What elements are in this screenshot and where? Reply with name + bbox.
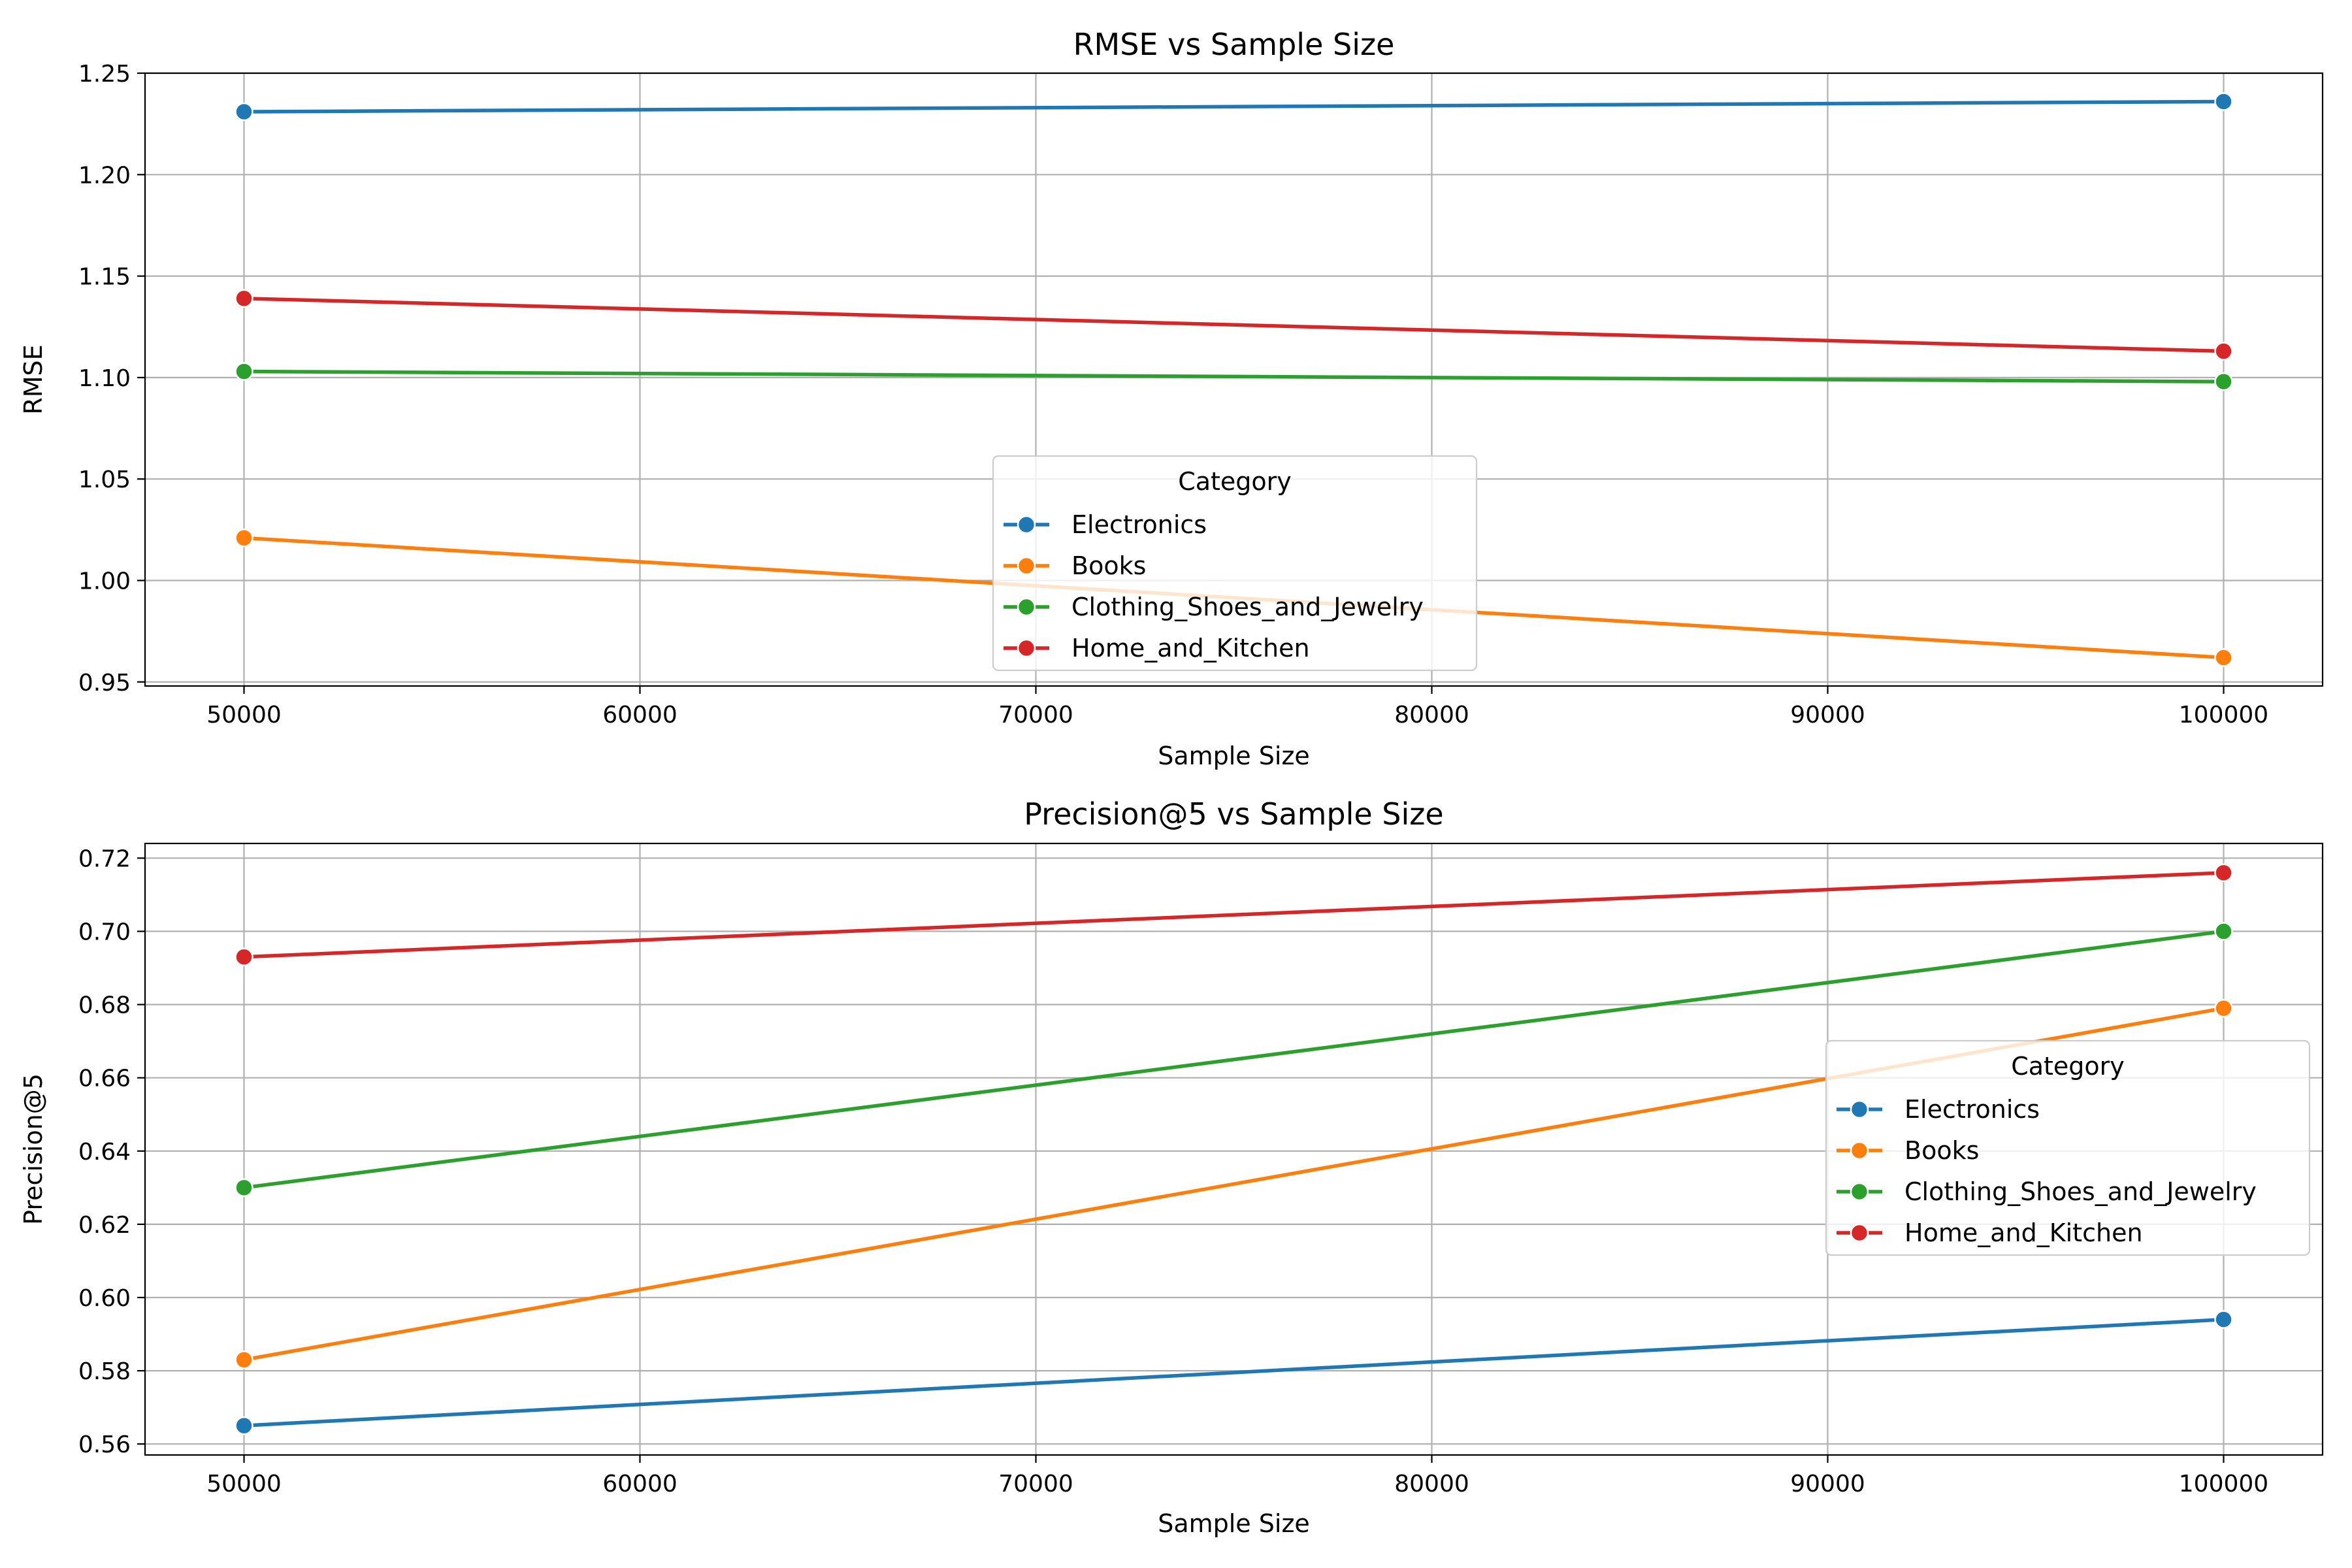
chart-1-x-tick-label: 50000 — [206, 1471, 282, 1497]
chart-1-legend-title: Category — [2011, 1052, 2125, 1081]
chart-0-y-tick-label: 1.15 — [78, 264, 131, 291]
chart-1-y-tick-label: 0.64 — [78, 1139, 131, 1166]
chart-1-legend-marker-electronics — [1850, 1100, 1869, 1119]
chart-0-y-tick-label: 1.20 — [78, 162, 131, 189]
chart-1-legend-label-clothing-shoes-and-jewelry: Clothing_Shoes_and_Jewelry — [1904, 1177, 2257, 1206]
chart-0-data-point-home-and-kitchen — [235, 289, 253, 308]
chart-0-legend-label-clothing-shoes-and-jewelry: Clothing_Shoes_and_Jewelry — [1071, 593, 1424, 621]
chart-1-y-tick-label: 0.58 — [78, 1358, 131, 1385]
chart-1-legend-label-books: Books — [1904, 1136, 1979, 1165]
chart-0-legend-marker-books — [1017, 556, 1036, 576]
chart-1-x-axis-label: Sample Size — [1158, 1509, 1310, 1538]
chart-1-x-tick-label: 90000 — [1790, 1471, 1865, 1497]
chart-0-x-tick-label: 100000 — [2179, 702, 2268, 728]
chart-1-y-tick-label: 0.66 — [78, 1066, 131, 1092]
chart-0-legend-frame — [992, 455, 1478, 672]
chart-1-y-tick-label: 0.60 — [78, 1285, 131, 1312]
chart-1-legend-label-home-and-kitchen: Home_and_Kitchen — [1904, 1218, 2143, 1247]
chart-0-legend-title: Category — [1178, 467, 1292, 496]
chart-1-data-point-books — [235, 1350, 253, 1369]
chart-1-data-point-clothing-shoes-and-jewelry — [2214, 922, 2233, 941]
chart-0-legend: Category Electronics Books Clothing_Shoes_a… — [992, 455, 1478, 672]
chart-1-legend: Category Electronics Books Clothing_Shoes_a… — [1825, 1039, 2311, 1256]
chart-1-x-tick-label: 60000 — [602, 1471, 678, 1497]
chart-1-series-line-home-and-kitchen — [244, 871, 2224, 959]
chart-0-y-tick-label: 1.00 — [78, 568, 131, 595]
chart-1-y-tick-label: 0.62 — [78, 1212, 131, 1239]
chart-1-x-tick-label: 100000 — [2179, 1471, 2268, 1497]
chart-0-data-point-electronics — [235, 102, 253, 122]
chart-0-x-tick-label: 50000 — [206, 702, 282, 728]
chart-0-data-point-electronics — [2214, 92, 2233, 111]
chart-1-data-point-electronics — [235, 1416, 253, 1435]
chart-0-title: RMSE vs Sample Size — [1073, 27, 1395, 62]
chart-1-y-axis-label: Precision@5 — [19, 1073, 48, 1225]
precision-chart: 50000 60000 70000 80000 90000 100000 0.56 0.58 0… — [19, 796, 2324, 1538]
chart-1-title: Precision@5 vs Sample Size — [1024, 796, 1443, 832]
chart-0-y-tick-label: 1.10 — [78, 365, 131, 392]
chart-1-series-line-electronics — [244, 1317, 2224, 1428]
chart-0-series-line-home-and-kitchen — [244, 297, 2224, 353]
chart-1-legend-marker-home-and-kitchen — [1850, 1223, 1869, 1243]
chart-0-legend-label-books: Books — [1071, 551, 1146, 580]
chart-1-data-point-electronics — [2214, 1310, 2233, 1329]
chart-0-legend-marker-home-and-kitchen — [1017, 638, 1036, 658]
chart-1-y-tick-label: 0.72 — [78, 845, 131, 872]
chart-1-x-tick-label: 70000 — [998, 1471, 1073, 1497]
chart-1-plot-area — [144, 842, 2324, 1456]
chart-0-legend-marker-electronics — [1017, 515, 1036, 534]
chart-1-legend-marker-clothing-shoes-and-jewelry — [1850, 1182, 1869, 1201]
chart-0-legend-label-electronics: Electronics — [1071, 510, 1207, 539]
chart-1-y-tick-label: 0.56 — [78, 1431, 131, 1458]
chart-1-legend-frame — [1825, 1039, 2311, 1256]
chart-0-y-tick-label: 1.25 — [78, 61, 131, 88]
chart-0-data-point-books — [235, 529, 253, 547]
chart-0-x-tick-label: 60000 — [602, 702, 678, 728]
chart-0-legend-marker-clothing-shoes-and-jewelry — [1017, 597, 1036, 617]
chart-1-legend-marker-books — [1850, 1141, 1869, 1160]
chart-1-data-point-home-and-kitchen — [2214, 863, 2233, 883]
chart-1-data-point-clothing-shoes-and-jewelry — [235, 1178, 253, 1198]
chart-1-y-tick-label: 0.70 — [78, 919, 131, 946]
chart-0-x-tick-label: 80000 — [1394, 702, 1469, 728]
chart-0-data-point-clothing-shoes-and-jewelry — [2214, 372, 2233, 391]
chart-0-y-tick-label: 0.95 — [78, 670, 131, 696]
chart-1-data-point-home-and-kitchen — [235, 947, 253, 966]
rmse-chart: 50000 60000 70000 80000 90000 100000 0.95 1.00 1… — [19, 27, 2324, 770]
chart-0-x-tick-label: 70000 — [998, 702, 1073, 728]
chart-0-x-tick-label: 90000 — [1790, 702, 1865, 728]
chart-1-series-line-clothing-shoes-and-jewelry — [244, 929, 2224, 1190]
chart-0-y-tick-label: 1.05 — [78, 466, 131, 493]
chart-0-data-point-books — [2214, 648, 2233, 667]
chart-0-x-axis-label: Sample Size — [1158, 742, 1310, 770]
chart-0-data-point-clothing-shoes-and-jewelry — [235, 362, 253, 381]
chart-0-series-line-electronics — [244, 99, 2224, 114]
chart-1-y-tick-label: 0.68 — [78, 992, 131, 1019]
chart-1-x-tick-label: 80000 — [1394, 1471, 1469, 1497]
chart-0-legend-label-home-and-kitchen: Home_and_Kitchen — [1071, 634, 1310, 662]
chart-0-series-line-clothing-shoes-and-jewelry — [244, 369, 2224, 384]
chart-1-data-point-books — [2214, 998, 2233, 1018]
chart-1-legend-label-electronics: Electronics — [1904, 1095, 2040, 1124]
chart-0-plot-area — [144, 72, 2324, 687]
chart-0-data-point-home-and-kitchen — [2214, 342, 2233, 361]
chart-0-y-axis-label: RMSE — [19, 344, 48, 414]
